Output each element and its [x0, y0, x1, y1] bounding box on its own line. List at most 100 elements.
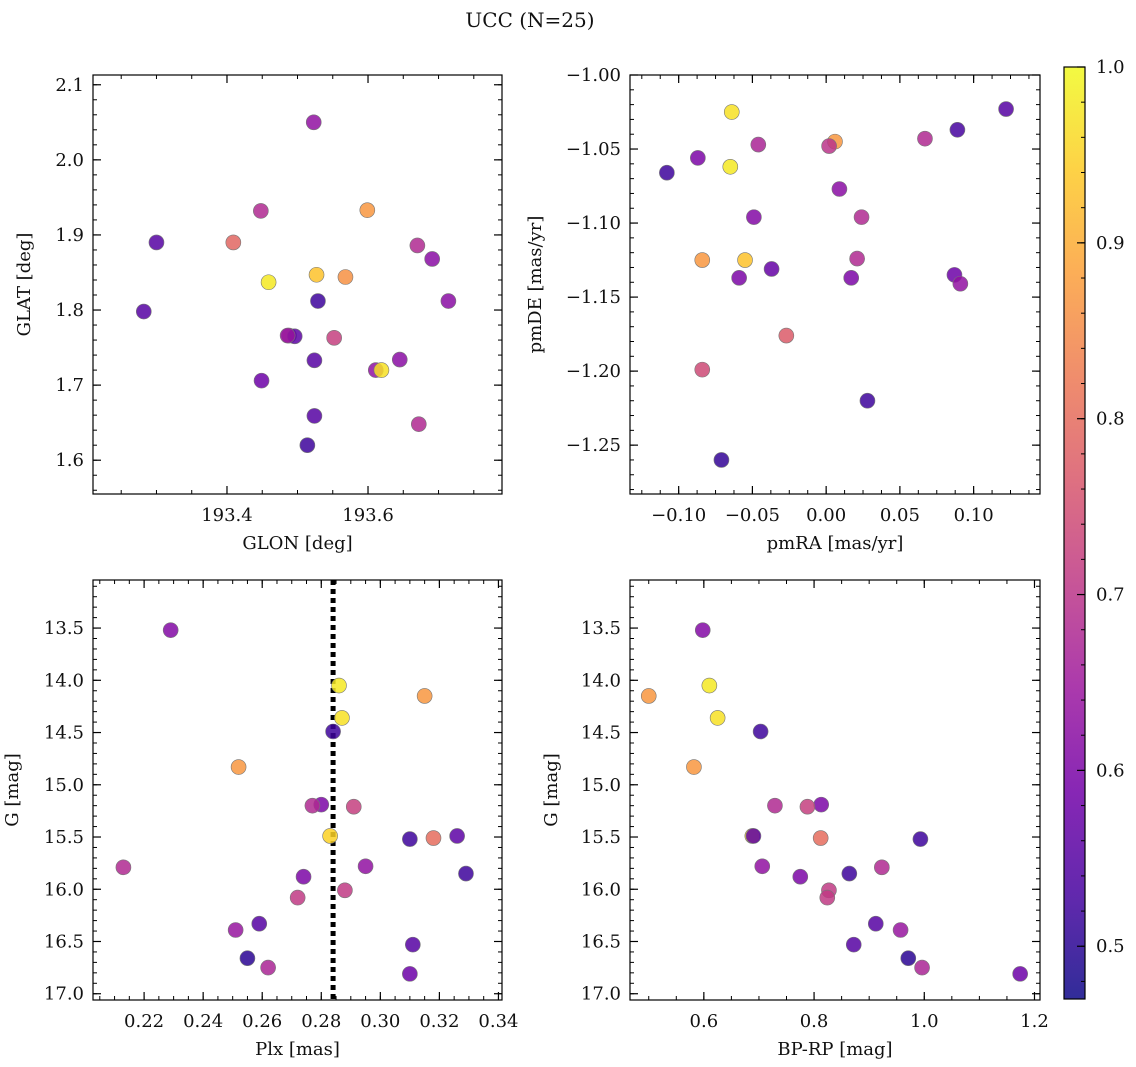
x-tick-label: 0.28: [301, 1011, 341, 1032]
scatter-point: [799, 798, 816, 815]
scatter-point: [230, 759, 247, 775]
scatter-point: [1012, 966, 1028, 982]
scatter-point: [952, 275, 969, 292]
scatter-point: [845, 936, 862, 953]
scatter-point: [409, 237, 426, 254]
scatter-point: [821, 138, 837, 154]
scatter-point: [713, 452, 730, 468]
colorbar-gradient: [1063, 66, 1086, 1000]
x-tick-label: 193.6: [342, 505, 394, 526]
x-axis-label: pmRA [mas/yr]: [767, 533, 904, 554]
y-tick-label: −1.15: [566, 287, 621, 308]
figure-title: UCC (N=25): [465, 8, 594, 32]
scatter-point: [306, 352, 323, 369]
y-tick-label: 1.6: [55, 450, 84, 471]
y-tick-label: 17.0: [581, 984, 621, 1005]
scatter-point: [310, 293, 326, 309]
x-tick-label: 0.30: [360, 1011, 400, 1032]
x-axis-label: Plx [mas]: [255, 1039, 340, 1060]
y-tick-label: 15.0: [581, 775, 621, 796]
x-tick-label: 0.34: [478, 1011, 518, 1032]
colorbar-tick-label: 0.6: [1096, 760, 1125, 781]
y-tick-label: 15.5: [44, 827, 84, 848]
plot-frame: [92, 74, 503, 495]
scatter-point: [322, 828, 338, 844]
plot-frame: [629, 579, 1041, 1001]
scatter-point: [778, 327, 795, 344]
scatter-point: [305, 114, 322, 131]
colorbar-tick-label: 0.5: [1096, 936, 1125, 957]
scatter-point: [295, 868, 312, 885]
y-tick-label: 13.5: [581, 618, 621, 639]
y-tick-label: 14.5: [581, 723, 621, 744]
scatter-point: [391, 351, 408, 368]
scatter-point: [251, 915, 268, 932]
scatter-point: [690, 150, 706, 166]
scatter-point: [440, 293, 457, 309]
y-axis-label: G [mag]: [2, 753, 23, 826]
scatter-point: [998, 101, 1014, 117]
y-tick-label: −1.20: [566, 361, 621, 382]
y-tick-label: 14.5: [44, 723, 84, 744]
scatter-point: [843, 270, 860, 286]
x-tick-label: −0.05: [725, 505, 780, 526]
y-axis-label: pmDE [mas/yr]: [525, 216, 546, 354]
scatter-point: [849, 250, 865, 267]
scatter-point: [227, 922, 244, 938]
x-tick-label: 0.22: [124, 1011, 164, 1032]
scatter-point: [299, 437, 316, 453]
scatter-point: [659, 164, 675, 181]
scatter-point: [337, 269, 354, 285]
x-tick-label: 1.2: [1020, 1011, 1049, 1032]
scatter-point: [135, 303, 152, 320]
y-tick-label: 16.5: [581, 931, 621, 952]
scatter-point: [723, 104, 740, 120]
plot-frame: [92, 579, 503, 1001]
y-tick-label: −1.00: [566, 65, 621, 86]
scatter-point: [162, 622, 179, 638]
scatter-point: [458, 865, 474, 882]
scatter-point: [694, 361, 711, 378]
scatter-point: [148, 234, 165, 251]
x-axis-label: BP-RP [mag]: [777, 1039, 892, 1060]
y-tick-label: 16.0: [44, 879, 84, 900]
x-tick-label: 0.32: [419, 1011, 459, 1032]
scatter-point: [115, 859, 132, 876]
scatter-point: [701, 677, 718, 694]
scatter-point: [416, 688, 433, 704]
scatter-point: [308, 266, 325, 283]
x-tick-label: 0.24: [183, 1011, 223, 1032]
scatter-point: [859, 392, 876, 409]
y-tick-label: 15.0: [44, 775, 84, 796]
panel-1: 193.4 193.6 1.6 1.7 1.8 1.9 2.0 2.1 GLON [deg] GL…: [14, 74, 503, 554]
y-axis-label: G [mag]: [541, 753, 562, 826]
colorbar-tick-label: 0.7: [1096, 585, 1125, 606]
scatter-point: [737, 252, 753, 268]
scatter-point: [405, 936, 421, 953]
colorbar-tick-label: 0.8: [1096, 409, 1125, 430]
x-tick-label: 0.00: [806, 505, 846, 526]
scatter-point: [763, 261, 780, 277]
scatter-point: [709, 710, 726, 726]
scatter-point: [373, 362, 390, 378]
scatter-point: [260, 274, 277, 291]
y-tick-label: 15.5: [581, 827, 621, 848]
y-tick-label: 1.7: [55, 375, 84, 396]
scatter-point: [304, 797, 321, 814]
scatter-point: [306, 408, 323, 424]
scatter-point: [345, 798, 362, 815]
scatter-point: [892, 922, 909, 938]
x-tick-label: 0.6: [690, 1011, 719, 1032]
scatter-point: [767, 797, 783, 814]
scatter-point: [425, 830, 442, 846]
y-tick-label: 14.0: [581, 670, 621, 691]
scatter-point: [402, 966, 418, 982]
y-axis-label: GLAT [deg]: [14, 233, 35, 337]
scatter-point: [752, 723, 769, 740]
scatter-point: [853, 209, 870, 225]
scatter-point: [334, 710, 350, 726]
scatter-point: [722, 158, 739, 175]
scatter-point: [912, 831, 929, 847]
scatter-point: [874, 859, 890, 876]
x-tick-label: 0.10: [954, 505, 994, 526]
